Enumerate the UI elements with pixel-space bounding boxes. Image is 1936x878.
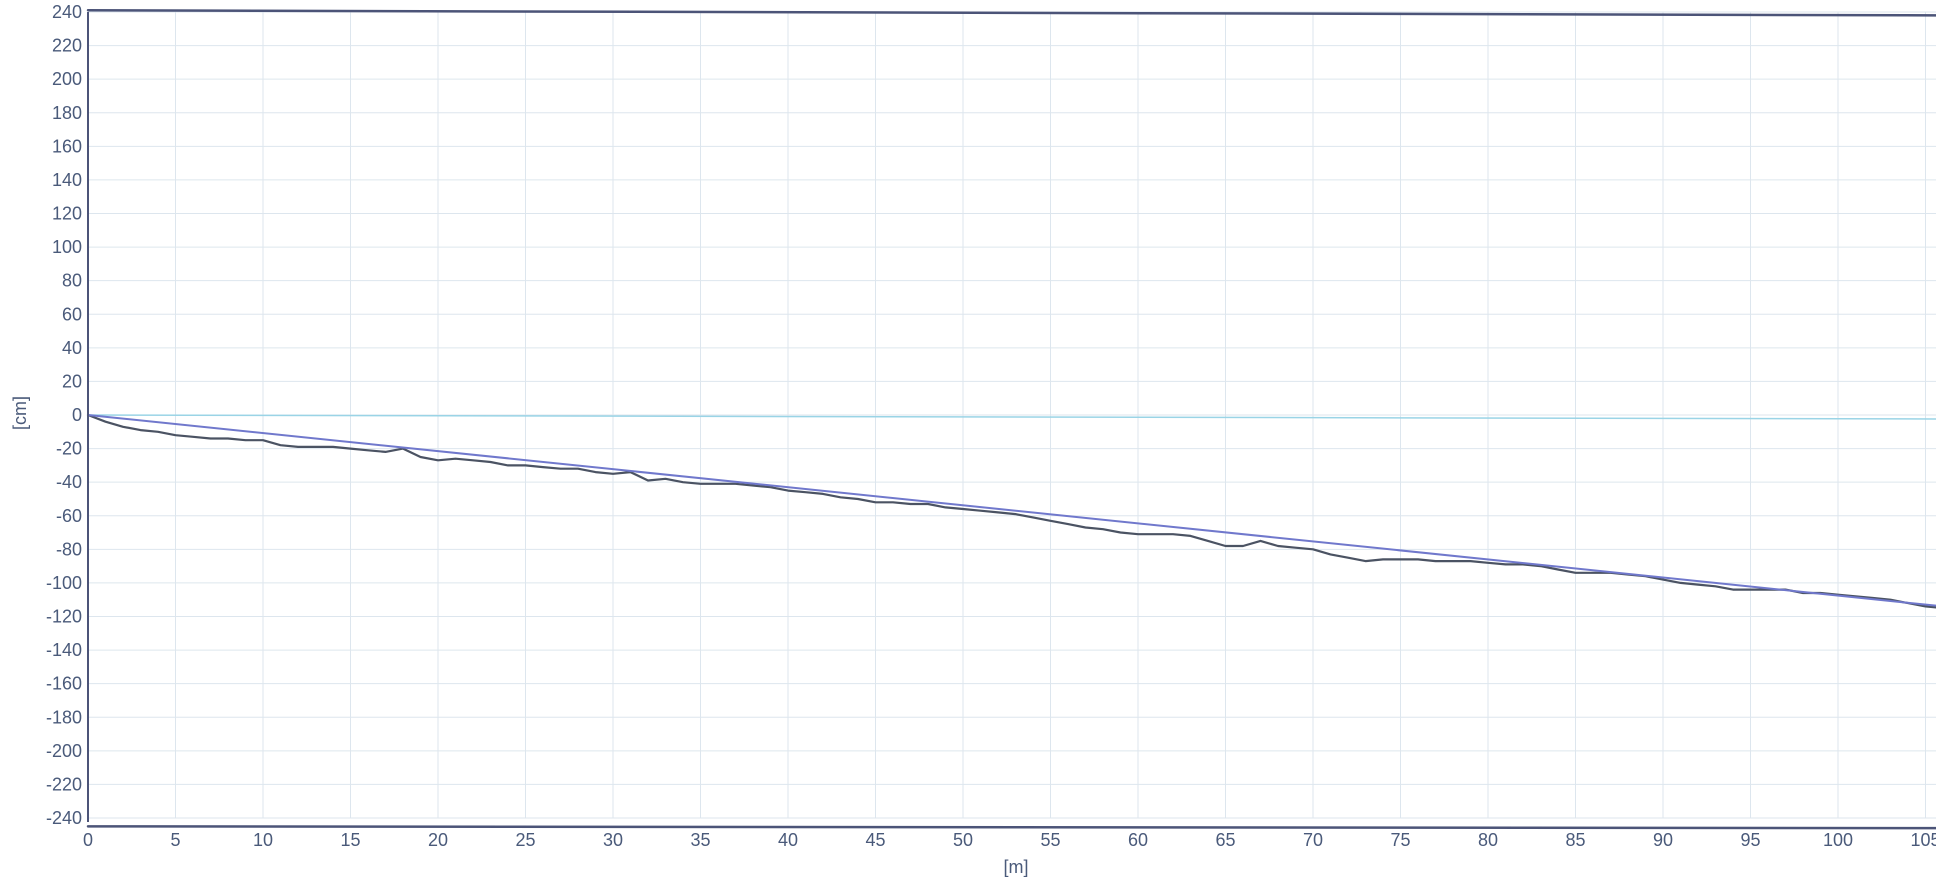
x-tick-label: 105 <box>1910 830 1936 850</box>
y-tick-label: -20 <box>56 439 82 459</box>
x-tick-label: 10 <box>253 830 273 850</box>
y-tick-label: 80 <box>62 271 82 291</box>
y-tick-label: -180 <box>46 707 82 727</box>
x-tick-label: 0 <box>83 830 93 850</box>
y-axis-title: [cm] <box>10 396 30 430</box>
y-tick-label: -220 <box>46 774 82 794</box>
zero-line <box>87 414 1936 420</box>
x-tick-label: 60 <box>1128 830 1148 850</box>
x-tick-label: 20 <box>428 830 448 850</box>
y-tick-label: 220 <box>52 36 82 56</box>
y-tick-label: -240 <box>46 808 82 828</box>
y-tick-label: -140 <box>46 640 82 660</box>
y-tick-label: 240 <box>52 2 82 22</box>
grid-lines <box>87 11 1936 819</box>
zero-baseline <box>87 414 1936 420</box>
lower-reference-line <box>86 825 1936 830</box>
y-tick-label: -40 <box>56 472 82 492</box>
x-tick-label: 50 <box>953 830 973 850</box>
x-tick-label: 40 <box>778 830 798 850</box>
x-tick-label: 75 <box>1390 830 1410 850</box>
y-tick-label: 180 <box>52 103 82 123</box>
x-axis-title: [m] <box>1004 857 1029 877</box>
x-tick-label: 90 <box>1653 830 1673 850</box>
y-tick-label: 0 <box>72 405 82 425</box>
x-tick-label: 5 <box>170 830 180 850</box>
x-tick-label: 30 <box>603 830 623 850</box>
y-tick-label: -60 <box>56 506 82 526</box>
y-tick-label: 200 <box>52 69 82 89</box>
y-tick-label: 100 <box>52 237 82 257</box>
y-tick-label: 60 <box>62 304 82 324</box>
y-tick-labels: 240220200180160140120100806040200-20-40-… <box>46 2 82 828</box>
x-tick-label: 25 <box>515 830 535 850</box>
x-tick-label: 35 <box>690 830 710 850</box>
y-tick-label: 140 <box>52 170 82 190</box>
upper-reference-line <box>86 9 1936 17</box>
y-tick-label: 40 <box>62 338 82 358</box>
x-tick-label: 100 <box>1823 830 1853 850</box>
x-tick-label: 95 <box>1740 830 1760 850</box>
x-tick-label: 15 <box>340 830 360 850</box>
x-tick-label: 55 <box>1040 830 1060 850</box>
y-tick-label: -160 <box>46 674 82 694</box>
y-tick-label: -120 <box>46 607 82 627</box>
data-series <box>86 413 1936 609</box>
x-tick-label: 70 <box>1303 830 1323 850</box>
x-tick-label: 85 <box>1565 830 1585 850</box>
y-tick-label: -200 <box>46 741 82 761</box>
y-tick-label: 120 <box>52 204 82 224</box>
x-tick-label: 45 <box>865 830 885 850</box>
x-tick-label: 80 <box>1478 830 1498 850</box>
x-tick-labels: 0 5 10 15 20 25 30 35 40 45 50 55 60 65 70 75 80 85 90 95 10… <box>83 830 1936 850</box>
trend-line <box>87 414 1936 607</box>
y-tick-label: -100 <box>46 573 82 593</box>
y-tick-label: 20 <box>62 371 82 391</box>
y-tick-label: 160 <box>52 136 82 156</box>
x-tick-label: 65 <box>1215 830 1235 850</box>
reference-lines <box>86 9 1936 830</box>
y-tick-label: -80 <box>56 539 82 559</box>
